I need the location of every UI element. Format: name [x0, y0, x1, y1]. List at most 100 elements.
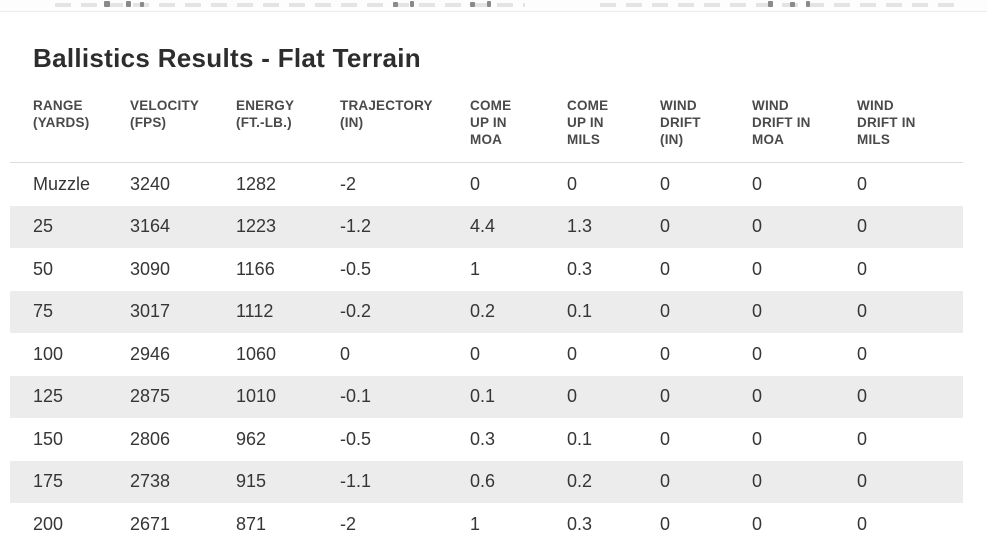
- table-row: 50 3090 1166 -0.5 1 0.3 0 0 0: [10, 248, 963, 291]
- table-cell: -0.1: [340, 386, 372, 407]
- table-row: 175 2738 915 -1.1 0.6 0.2 0 0 0: [10, 460, 963, 503]
- table-cell: 1166: [236, 258, 275, 279]
- clipped-text-fragment: [393, 2, 398, 7]
- table-cell: 4.4: [470, 216, 496, 237]
- table-cell: 50: [33, 258, 54, 279]
- table-row: 75 3017 1112 -0.2 0.2 0.1 0 0 0: [10, 290, 963, 333]
- table-cell: 0: [752, 428, 763, 449]
- table-cell: -2: [340, 173, 357, 194]
- table-row: 200 2671 871 -2 1 0.3 0 0 0: [10, 503, 963, 546]
- table-cell: 0: [660, 428, 671, 449]
- table-cell: 0.3: [567, 258, 593, 279]
- table-row: 150 2806 962 -0.5 0.3 0.1 0 0 0: [10, 418, 963, 461]
- col-header-velocity-fps: VELOCITY (FPS): [107, 97, 213, 163]
- table-cell: 962: [236, 428, 267, 449]
- table-cell: 0: [857, 513, 868, 534]
- table-cell: 0: [660, 258, 671, 279]
- table-cell: 0: [752, 173, 763, 194]
- table-cell: -0.5: [340, 258, 372, 279]
- table-cell: 0.2: [567, 471, 593, 492]
- table-cell: 1223: [236, 216, 277, 237]
- clipped-text-fragment: [410, 1, 414, 7]
- table-cell: 0.2: [470, 301, 496, 322]
- table-cell: 0: [857, 173, 868, 194]
- page-title: Ballistics Results - Flat Terrain: [33, 43, 421, 73]
- table-cell: 0: [660, 343, 671, 364]
- table-cell: 2806: [130, 428, 171, 449]
- table-cell: 1282: [236, 173, 277, 194]
- table-cell: Muzzle: [33, 173, 91, 194]
- table-cell: 2671: [130, 513, 171, 534]
- clipped-text-fragment: [768, 1, 773, 7]
- ballistics-results-table: RANGE (YARDS) VELOCITY (FPS) ENERGY (FT.…: [10, 97, 963, 546]
- table-cell: 0: [752, 471, 763, 492]
- table-cell: 150: [33, 428, 64, 449]
- table-cell: 0: [340, 343, 351, 364]
- clipped-text-fragment: [600, 3, 960, 7]
- col-header-trajectory-in: TRAJECTORY (IN): [317, 97, 447, 163]
- table-cell: 0: [752, 216, 763, 237]
- table-cell: 200: [33, 513, 64, 534]
- table-cell: 0: [660, 386, 671, 407]
- table-cell: 0.3: [470, 428, 496, 449]
- table-cell: 0: [660, 173, 671, 194]
- clipped-text-fragment: [487, 1, 491, 7]
- table-cell: 1060: [236, 343, 277, 364]
- table-cell: 0.6: [470, 471, 496, 492]
- table-cell: 75: [33, 301, 54, 322]
- table-cell: 1: [470, 258, 481, 279]
- table-cell: 0: [857, 216, 868, 237]
- col-header-energy-ftlb: ENERGY (FT.-LB.): [213, 97, 317, 163]
- table-cell: 915: [236, 471, 267, 492]
- table-cell: 0: [470, 173, 481, 194]
- table-cell: 0.1: [567, 428, 593, 449]
- table-cell: 0: [660, 471, 671, 492]
- clipped-text-fragment: [104, 1, 110, 7]
- table-cell: 0: [752, 343, 763, 364]
- table-cell: 1112: [236, 301, 274, 322]
- table-cell: 0: [567, 386, 578, 407]
- table-cell: 175: [33, 471, 64, 492]
- col-header-wind-drift-moa: WIND DRIFT IN MOA: [729, 97, 834, 163]
- table-cell: 0: [470, 343, 481, 364]
- table-cell: 3090: [130, 258, 171, 279]
- clipped-text-fragment: [470, 2, 475, 7]
- clipped-text-fragment: [140, 2, 144, 7]
- table-cell: 0: [857, 471, 868, 492]
- table-cell: 125: [33, 386, 64, 407]
- table-cell: 0: [752, 386, 763, 407]
- table-cell: 871: [236, 513, 267, 534]
- table-cell: 0: [660, 301, 671, 322]
- table-cell: -1.1: [340, 471, 372, 492]
- clipped-text-fragment: [55, 3, 525, 7]
- clipped-text-fragment: [126, 1, 131, 7]
- table-cell: -2: [340, 513, 357, 534]
- col-header-range-yards: RANGE (YARDS): [10, 97, 107, 163]
- table-cell: 0: [567, 173, 578, 194]
- table-cell: 0: [857, 386, 868, 407]
- table-cell: 0: [752, 513, 763, 534]
- table-row: 25 3164 1223 -1.2 4.4 1.3 0 0 0: [10, 205, 963, 248]
- table-cell: 2946: [130, 343, 171, 364]
- table-header-row: RANGE (YARDS) VELOCITY (FPS) ENERGY (FT.…: [10, 97, 963, 163]
- table-cell: 1.3: [567, 216, 593, 237]
- table-cell: 0.1: [470, 386, 496, 407]
- table-cell: 0: [567, 343, 578, 364]
- table-cell: 0: [752, 258, 763, 279]
- table-cell: 0: [660, 216, 671, 237]
- col-header-come-up-moa: COME UP IN MOA: [447, 97, 544, 163]
- table-cell: -0.5: [340, 428, 372, 449]
- table-cell: 0.1: [567, 301, 593, 322]
- table-cell: 0: [857, 258, 868, 279]
- table-cell: 3164: [130, 216, 171, 237]
- table-cell: 0: [857, 343, 868, 364]
- table-cell: 0: [752, 301, 763, 322]
- table-cell: 1010: [236, 386, 277, 407]
- table-cell: 3240: [130, 173, 171, 194]
- table-cell: 0: [857, 428, 868, 449]
- table-cell: 2875: [130, 386, 171, 407]
- table-cell: 0: [660, 513, 671, 534]
- col-header-wind-drift-in: WIND DRIFT (IN): [637, 97, 729, 163]
- table-cell: 0.3: [567, 513, 593, 534]
- clipped-text-fragment: [790, 2, 795, 7]
